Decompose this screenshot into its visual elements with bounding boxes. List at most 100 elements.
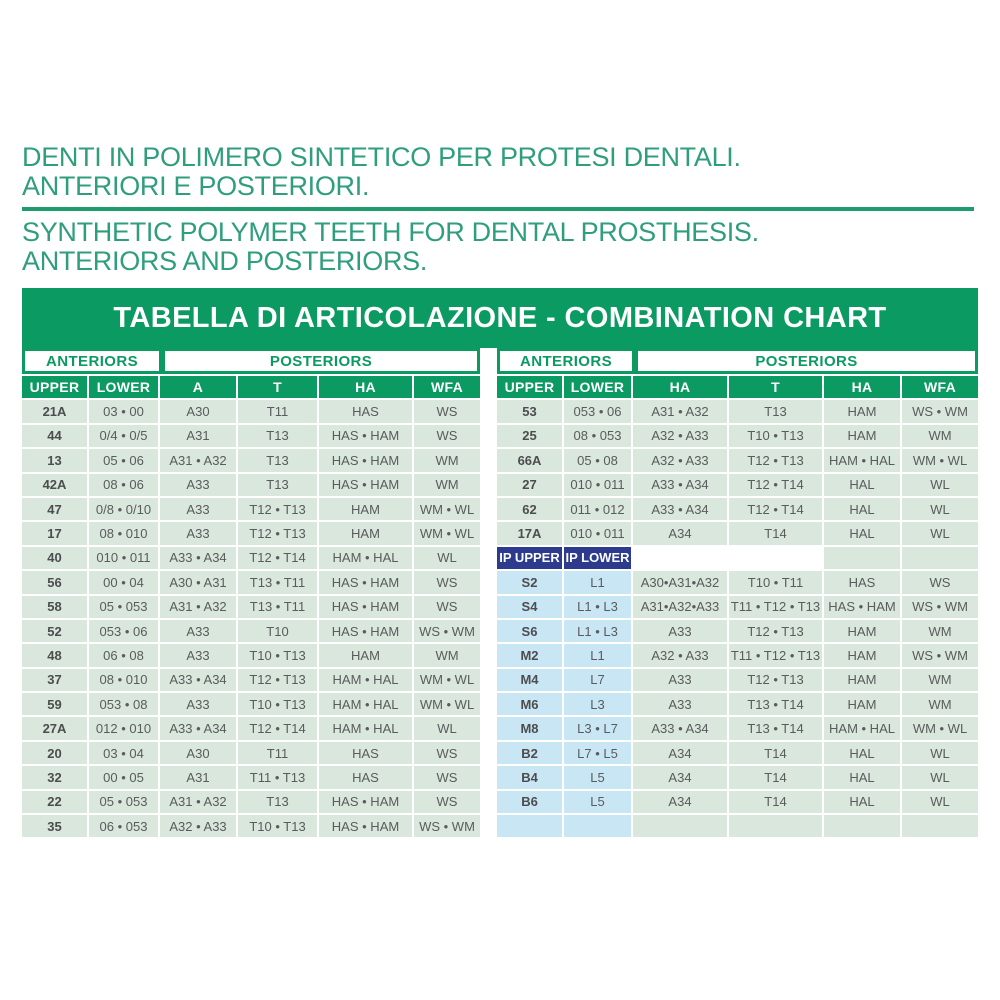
table-cell-wfa: WM xyxy=(414,473,480,496)
table-cell-wfa: WL xyxy=(902,741,978,765)
table-cell-t: T10 • T13 xyxy=(238,644,317,667)
table-cell-a: A30 xyxy=(160,400,236,423)
table-cell-t: T13 • T11 xyxy=(238,571,317,594)
ip-header-empty-cell xyxy=(902,546,978,570)
table-cell-a: A30 xyxy=(160,741,236,765)
table-cell-upper: 47 xyxy=(22,497,87,521)
table-row: 35 06 • 053 A32 • A33 T10 • T13 HAS • HA… xyxy=(22,815,480,838)
right-column-header-t: T xyxy=(729,376,822,399)
table-cell-t: T11 • T12 • T13 xyxy=(729,595,822,618)
table-cell-a: A33 xyxy=(160,693,236,716)
table-row: S4 L1 • L3 A31•A32•A33 T11 • T12 • T13 H… xyxy=(497,595,978,618)
table-cell-upper: 58 xyxy=(22,595,87,618)
table-cell-ip-lower: L1 xyxy=(564,571,631,594)
table-cell-upper: 20 xyxy=(22,741,87,765)
table-cell-lower: 0/8 • 0/10 xyxy=(89,497,158,521)
table-cell-lower: 05 • 053 xyxy=(89,595,158,618)
table-cell-wfa: WM xyxy=(902,424,978,448)
table-cell-wfa: WS • WM xyxy=(414,815,480,838)
table-cell-lower: 06 • 08 xyxy=(89,644,158,667)
table-cell-lower: 08 • 010 xyxy=(89,522,158,545)
right-column-header-ha2: HA xyxy=(824,376,900,399)
left-column-header-wfa: WFA xyxy=(414,376,480,399)
table-cell-upper: 56 xyxy=(22,571,87,594)
right-group-header-anteriors: ANTERIORS xyxy=(500,351,632,371)
table-cell-ha: HAL xyxy=(824,497,900,521)
table-cell-ha: A34 xyxy=(633,766,727,789)
table-cell-ip-upper: B4 xyxy=(497,766,562,789)
table-cell-ip-lower: L1 • L3 xyxy=(564,619,631,643)
table-cell-upper: 17 xyxy=(22,522,87,545)
table-cell-t: T13 xyxy=(238,449,317,472)
table-cell-ha: A33 • A34 xyxy=(633,497,727,521)
table-cell-wfa: WL xyxy=(902,522,978,545)
left-group-header-anteriors: ANTERIORS xyxy=(25,351,159,371)
table-cell-t: T12 • T13 xyxy=(729,668,822,692)
table-cell-ha: HAM xyxy=(824,424,900,448)
left-table-rows: 21A 03 • 00 A30 T11 HAS WS 44 0/4 • 0/5 … xyxy=(22,400,480,838)
table-cell-wfa: WS xyxy=(414,595,480,618)
right-group-header-row: ANTERIORS POSTERIORS xyxy=(497,348,978,374)
table-cell-a: A30 • A31 xyxy=(160,571,236,594)
table-cell-wfa: WS xyxy=(414,571,480,594)
table-row: 27 010 • 011 A33 • A34 T12 • T14 HAL WL xyxy=(497,473,978,496)
table-cell-t: T10 xyxy=(238,619,317,643)
table-cell-lower: 010 • 011 xyxy=(564,473,631,496)
right-group-header-posteriors: POSTERIORS xyxy=(638,351,975,371)
table-row: 48 06 • 08 A33 T10 • T13 HAM WM xyxy=(22,644,480,667)
table-cell-wfa: WL xyxy=(414,717,480,740)
table-cell-ha: HAM • HAL xyxy=(319,693,412,716)
table-cell-ha: HAM xyxy=(319,644,412,667)
table-cell-wfa: WS xyxy=(414,400,480,423)
table-cell-upper: 27A xyxy=(22,717,87,740)
table-cell-ha: HAS xyxy=(319,741,412,765)
table-cell-ha: A33 xyxy=(633,668,727,692)
table-cell-a: A33 xyxy=(160,473,236,496)
table-row: M2 L1 A32 • A33 T11 • T12 • T13 HAM WS •… xyxy=(497,644,978,667)
table-cell-ip-upper: S2 xyxy=(497,571,562,594)
table-cell-ip-upper: S6 xyxy=(497,619,562,643)
table-cell-lower: 08 • 053 xyxy=(564,424,631,448)
table-cell-a: A33 • A34 xyxy=(160,546,236,570)
table-row: 53 053 • 06 A31 • A32 T13 HAM WS • WM xyxy=(497,400,978,423)
table-cell-ha: HAL xyxy=(824,790,900,814)
table-cell-upper: 35 xyxy=(22,815,87,838)
table-cell-wfa: WS xyxy=(414,766,480,789)
table-cell-ha: A32 • A33 xyxy=(633,449,727,472)
table-cell-ha: HAL xyxy=(824,522,900,545)
table-cell-upper: 44 xyxy=(22,424,87,448)
table-cell-lower: 08 • 06 xyxy=(89,473,158,496)
table-cell-wfa: WS xyxy=(414,741,480,765)
table-cell-ha: A32 • A33 xyxy=(633,424,727,448)
table-cell-ha: HAL xyxy=(824,766,900,789)
table-row: 17 08 • 010 A33 T12 • T13 HAM WM • WL xyxy=(22,522,480,545)
table-cell-ha: HAS • HAM xyxy=(319,424,412,448)
table-cell-ha: HAS • HAM xyxy=(319,619,412,643)
table-cell-wfa: WS xyxy=(414,790,480,814)
table-cell-wfa: WL xyxy=(414,546,480,570)
right-column-header-row: UPPER LOWER HA T HA WFA xyxy=(497,376,978,399)
table-cell-upper: 59 xyxy=(22,693,87,716)
table-cell-a: A33 xyxy=(160,644,236,667)
right-column-header-ha1: HA xyxy=(633,376,727,399)
table-cell-ha: A31•A32•A33 xyxy=(633,595,727,618)
left-column-header-row: UPPER LOWER A T HA WFA xyxy=(22,376,480,399)
table-cell-t: T12 • T14 xyxy=(238,717,317,740)
table-cell-ip-upper: B6 xyxy=(497,790,562,814)
table-cell-t: T14 xyxy=(729,790,822,814)
table-cell-ha: A33 xyxy=(633,619,727,643)
table-row: 17A 010 • 011 A34 T14 HAL WL xyxy=(497,522,978,545)
table-row: 20 03 • 04 A30 T11 HAS WS xyxy=(22,741,480,765)
table-cell-wfa: WM xyxy=(414,644,480,667)
table-cell-a: A31 xyxy=(160,766,236,789)
table-row: 58 05 • 053 A31 • A32 T13 • T11 HAS • HA… xyxy=(22,595,480,618)
table-cell-lower: 053 • 08 xyxy=(89,693,158,716)
table-cell-ha: HAS • HAM xyxy=(319,595,412,618)
table-cell-wfa: WL xyxy=(902,766,978,789)
table-cell-t: T12 • T13 xyxy=(729,619,822,643)
table-row: 13 05 • 06 A31 • A32 T13 HAS • HAM WM xyxy=(22,449,480,472)
table-cell-ha: HAM • HAL xyxy=(824,449,900,472)
table-cell-upper: 22 xyxy=(22,790,87,814)
chart-title: TABELLA DI ARTICOLAZIONE - COMBINATION C… xyxy=(113,301,887,334)
left-table: ANTERIORS POSTERIORS UPPER LOWER A T HA … xyxy=(22,348,480,838)
